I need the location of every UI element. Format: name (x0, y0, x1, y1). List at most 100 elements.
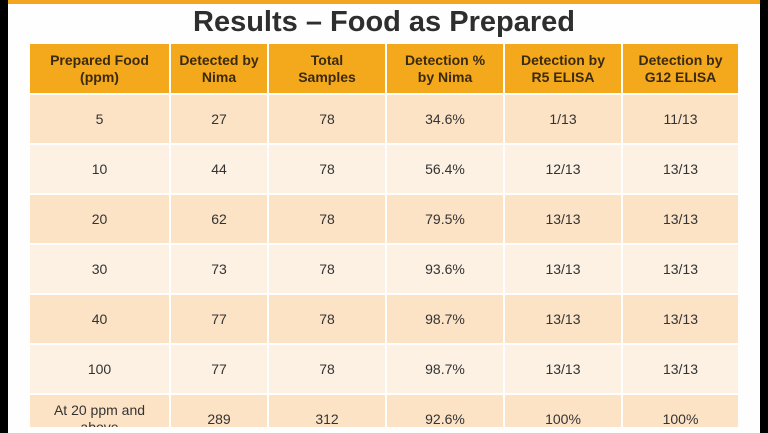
cell-text: 98.7% (425, 361, 465, 377)
header-detection-r5-elisa: Detection by R5 ELISA (504, 44, 623, 94)
table-row: 5 27 78 34.6% 1/13 11/13 (30, 93, 738, 144)
cell-total-samples: 312 (268, 393, 387, 433)
header-text: Samples (298, 68, 356, 85)
results-table: Prepared Food (ppm) Detected by Nima Total Sa… (30, 44, 738, 433)
cell-total-samples: 78 (268, 93, 387, 144)
table-row: 20 62 78 79.5% 13/13 13/13 (30, 193, 738, 244)
header-total-samples: Total Samples (268, 44, 387, 94)
cell-total-samples: 78 (268, 143, 387, 194)
table-row: 100 77 78 98.7% 13/13 13/13 (30, 343, 738, 394)
cell-text: 78 (319, 261, 335, 277)
header-text: Detection % (404, 51, 486, 68)
cell-text: 100% (662, 411, 699, 427)
cell-detection-r5-elisa: 12/13 (504, 143, 623, 194)
header-row: Prepared Food (ppm) Detected by Nima Total Sa… (30, 44, 738, 94)
cell-text: 98.7% (425, 311, 465, 327)
cell-text: 100% (545, 411, 581, 427)
cell-text: 13/13 (662, 361, 699, 377)
cell-detected-by-nima: 289 (170, 393, 269, 433)
cell-text: 78 (319, 211, 335, 227)
header-text: Total (310, 51, 344, 68)
cell-total-samples: 78 (268, 293, 387, 344)
cell-text: 13/13 (662, 161, 699, 177)
cell-detected-by-nima: 77 (170, 293, 269, 344)
cell-detection-g12-elisa: 13/13 (622, 243, 738, 294)
table-row: 10 44 78 56.4% 12/13 13/13 (30, 143, 738, 194)
bottom-strip (8, 427, 760, 433)
slide-title: Results – Food as Prepared (193, 6, 575, 38)
cell-text: 78 (319, 311, 335, 327)
cell-text: At 20 ppm and (53, 402, 146, 418)
cell-text: 79.5% (425, 211, 465, 227)
cell-detection-g12-elisa: 13/13 (622, 143, 738, 194)
cell-text: 13/13 (662, 311, 699, 327)
table-row: At 20 ppm and above 289 312 92.6% 100% 100% (30, 393, 738, 433)
cell-text: 34.6% (425, 111, 465, 127)
cell-detection-pct-nima: 93.6% (386, 243, 505, 294)
cell-prepared-food: 20 (30, 193, 171, 244)
cell-text: 13/13 (545, 261, 581, 277)
cell-detection-r5-elisa: 100% (504, 393, 623, 433)
cell-detection-r5-elisa: 13/13 (504, 343, 623, 394)
cell-detection-g12-elisa: 13/13 (622, 293, 738, 344)
cell-text: 62 (211, 211, 227, 227)
cell-detected-by-nima: 44 (170, 143, 269, 194)
header-detected-by-nima: Detected by Nima (170, 44, 269, 94)
cell-text: 13/13 (545, 311, 581, 327)
cell-detection-pct-nima: 34.6% (386, 93, 505, 144)
cell-prepared-food: 100 (30, 343, 171, 394)
cell-total-samples: 78 (268, 243, 387, 294)
cell-detected-by-nima: 62 (170, 193, 269, 244)
cell-text: 30 (91, 261, 108, 277)
cell-detection-r5-elisa: 13/13 (504, 293, 623, 344)
cell-text: 93.6% (425, 261, 465, 277)
header-text: by Nima (417, 68, 473, 85)
cell-detected-by-nima: 27 (170, 93, 269, 144)
header-detection-g12-elisa: Detection by G12 ELISA (622, 44, 738, 94)
cell-text: 13/13 (662, 261, 699, 277)
accent-bar (8, 0, 760, 4)
cell-detection-g12-elisa: 13/13 (622, 193, 738, 244)
cell-text: 312 (315, 411, 339, 427)
header-prepared-food: Prepared Food (ppm) (30, 44, 171, 94)
cell-prepared-food: 10 (30, 143, 171, 194)
cell-text: 56.4% (425, 161, 465, 177)
cell-text: 10 (91, 161, 108, 177)
cell-text: 73 (211, 261, 227, 277)
table-row: 40 77 78 98.7% 13/13 13/13 (30, 293, 738, 344)
cell-text: 78 (319, 161, 335, 177)
header-text: Nima (201, 68, 237, 85)
cell-text: 289 (207, 411, 231, 427)
cell-detection-r5-elisa: 1/13 (504, 93, 623, 144)
cell-prepared-food: 30 (30, 243, 171, 294)
header-text: Detection by (638, 51, 723, 68)
header-text: Detection by (520, 51, 605, 68)
header-detection-pct-nima: Detection % by Nima (386, 44, 505, 94)
cell-text: 78 (319, 361, 335, 377)
header-text: Prepared Food (50, 51, 149, 68)
cell-detection-pct-nima: 98.7% (386, 293, 505, 344)
cell-text: 100 (87, 361, 112, 377)
cell-text: 44 (211, 161, 227, 177)
cell-text: 77 (211, 361, 227, 377)
cell-detection-pct-nima: 79.5% (386, 193, 505, 244)
cell-text: 78 (319, 111, 335, 127)
cell-text: 77 (211, 311, 227, 327)
table-row: 30 73 78 93.6% 13/13 13/13 (30, 243, 738, 294)
cell-detected-by-nima: 77 (170, 343, 269, 394)
cell-text: 11/13 (663, 111, 698, 127)
cell-text: 92.6% (425, 411, 465, 427)
cell-total-samples: 78 (268, 193, 387, 244)
cell-text: 40 (91, 311, 108, 327)
cell-detection-pct-nima: 56.4% (386, 143, 505, 194)
cell-detection-r5-elisa: 13/13 (504, 243, 623, 294)
header-text: Detected by (179, 51, 259, 68)
cell-text: 1/13 (549, 111, 577, 127)
header-text: R5 ELISA (531, 68, 595, 85)
header-text: G12 ELISA (644, 68, 717, 85)
cell-text: 27 (211, 111, 227, 127)
cell-text: 13/13 (662, 211, 699, 227)
cell-detection-pct-nima: 92.6% (386, 393, 505, 433)
table-body: 5 27 78 34.6% 1/13 11/13 10 44 78 56.4% 12/13 13/13… (30, 93, 738, 433)
header-text: (ppm) (80, 68, 119, 85)
